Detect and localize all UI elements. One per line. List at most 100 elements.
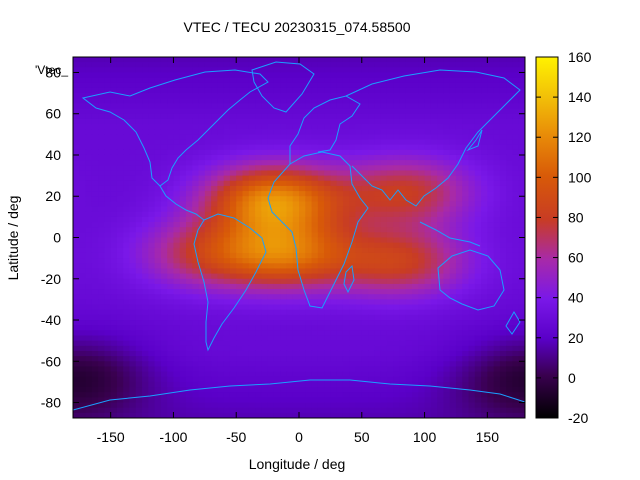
- heatmap-cell: [292, 216, 300, 223]
- heatmap-cell: [493, 278, 501, 285]
- heatmap-cell: [368, 160, 375, 166]
- heatmap-cell: [374, 330, 382, 337]
- heatmap-cell: [179, 154, 187, 161]
- heatmap-cell: [368, 185, 375, 192]
- heatmap-cell: [248, 149, 256, 156]
- heatmap-cell: [186, 211, 193, 218]
- heatmap-cell: [311, 361, 319, 368]
- heatmap-cell: [186, 247, 193, 254]
- heatmap-cell: [280, 320, 288, 326]
- heatmap-cell: [261, 67, 269, 74]
- heatmap-cell: [487, 402, 495, 409]
- heatmap-cell: [317, 299, 325, 306]
- heatmap-cell: [499, 108, 507, 115]
- heatmap-cell: [418, 57, 426, 63]
- heatmap-cell: [305, 309, 313, 316]
- heatmap-cell: [437, 371, 444, 378]
- heatmap-cell: [79, 160, 87, 166]
- heatmap-cell: [418, 98, 426, 105]
- heatmap-cell: [518, 299, 525, 306]
- heatmap-cell: [91, 407, 99, 414]
- heatmap-cell: [405, 139, 413, 146]
- heatmap-cell: [361, 309, 369, 316]
- heatmap-cell: [229, 273, 237, 280]
- heatmap-cell: [73, 273, 80, 280]
- heatmap-cell: [374, 87, 382, 94]
- heatmap-cell: [455, 154, 463, 161]
- heatmap-cell: [179, 201, 187, 208]
- heatmap-cell: [512, 299, 520, 306]
- heatmap-cell: [449, 299, 457, 306]
- heatmap-cell: [399, 139, 407, 146]
- heatmap-cell: [85, 376, 93, 383]
- heatmap-cell: [393, 299, 401, 306]
- heatmap-cell: [380, 124, 388, 130]
- heatmap-cell: [223, 191, 231, 197]
- heatmap-cell: [116, 340, 124, 347]
- heatmap-cell: [229, 216, 237, 223]
- heatmap-cell: [349, 165, 357, 172]
- heatmap-cell: [443, 82, 451, 89]
- heatmap-cell: [342, 62, 350, 68]
- heatmap-cell: [211, 139, 218, 146]
- heatmap-cell: [129, 118, 137, 125]
- heatmap-cell: [355, 87, 363, 94]
- heatmap-cell: [267, 376, 275, 383]
- heatmap-cell: [481, 93, 488, 99]
- heatmap-cell: [286, 103, 294, 110]
- heatmap-cell: [292, 170, 300, 177]
- heatmap-cell: [418, 216, 426, 223]
- heatmap-cell: [229, 211, 237, 218]
- heatmap-cell: [98, 392, 105, 398]
- heatmap-cell: [160, 129, 168, 135]
- heatmap-cell: [393, 258, 401, 264]
- heatmap-cell: [192, 124, 200, 130]
- heatmap-cell: [330, 268, 338, 275]
- heatmap-cell: [317, 356, 325, 362]
- heatmap-cell: [499, 371, 507, 378]
- heatmap-cell: [280, 268, 288, 275]
- heatmap-cell: [330, 180, 338, 187]
- heatmap-cell: [116, 325, 124, 331]
- heatmap-cell: [342, 191, 350, 197]
- heatmap-cell: [374, 273, 382, 280]
- heatmap-cell: [273, 124, 281, 130]
- heatmap-cell: [374, 206, 382, 213]
- heatmap-cell: [424, 376, 432, 383]
- heatmap-cell: [336, 381, 344, 388]
- heatmap-cell: [518, 350, 525, 357]
- heatmap-cell: [405, 154, 413, 161]
- heatmap-cell: [424, 263, 432, 270]
- heatmap-cell: [355, 350, 363, 357]
- heatmap-cell: [123, 407, 131, 414]
- heatmap-cell: [179, 247, 187, 254]
- heatmap-cell: [179, 129, 187, 135]
- heatmap-cell: [324, 283, 331, 290]
- heatmap-cell: [179, 237, 187, 244]
- heatmap-cell: [173, 412, 181, 418]
- heatmap-cell: [104, 237, 112, 244]
- heatmap-cell: [418, 113, 426, 120]
- heatmap-cell: [330, 252, 338, 259]
- heatmap-cell: [386, 294, 394, 300]
- heatmap-cell: [349, 309, 357, 316]
- heatmap-cell: [280, 180, 288, 187]
- heatmap-cell: [349, 330, 357, 337]
- heatmap-cell: [386, 160, 394, 166]
- heatmap-cell: [455, 232, 463, 239]
- heatmap-cell: [123, 252, 131, 259]
- heatmap-cell: [330, 227, 338, 233]
- heatmap-cell: [217, 392, 225, 398]
- heatmap-cell: [481, 361, 488, 368]
- heatmap-cell: [330, 144, 338, 151]
- heatmap-cell: [412, 356, 419, 362]
- heatmap-cell: [73, 320, 80, 326]
- heatmap-cell: [443, 356, 451, 362]
- heatmap-cell: [512, 206, 520, 213]
- heatmap-cell: [123, 268, 131, 275]
- heatmap-cell: [512, 273, 520, 280]
- heatmap-cell: [192, 252, 200, 259]
- heatmap-cell: [336, 67, 344, 74]
- heatmap-cell: [449, 211, 457, 218]
- heatmap-cell: [336, 134, 344, 141]
